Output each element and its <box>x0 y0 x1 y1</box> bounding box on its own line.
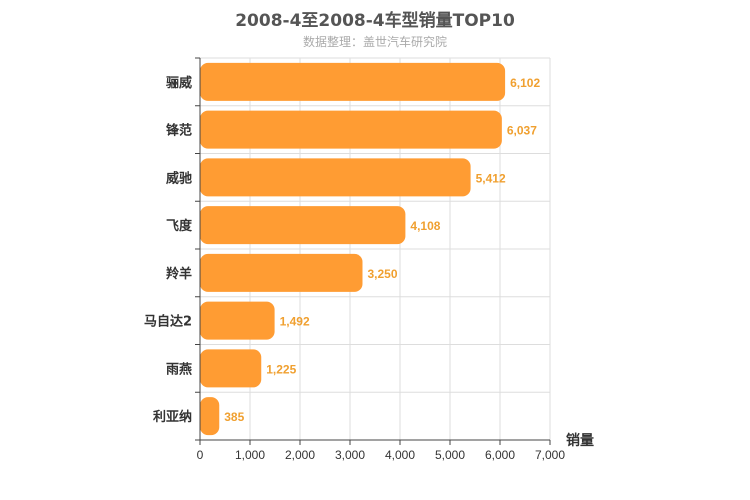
category-label: 飞度 <box>166 218 193 234</box>
bar <box>200 397 220 436</box>
x-tick-label: 0 <box>197 448 204 462</box>
category-label: 威驰 <box>166 170 192 186</box>
data-label: 5,412 <box>476 171 506 185</box>
x-tick-label: 1,000 <box>235 448 265 462</box>
x-tick-label: 3,000 <box>335 448 365 462</box>
data-label: 3,250 <box>368 267 398 281</box>
bar <box>200 62 506 101</box>
x-tick-label: 4,000 <box>385 448 415 462</box>
bar <box>200 110 502 149</box>
data-label: 6,037 <box>507 124 537 138</box>
data-label: 1,225 <box>266 362 296 376</box>
x-tick-label: 2,000 <box>285 448 315 462</box>
bar <box>200 206 406 245</box>
data-label: 1,492 <box>280 315 310 329</box>
category-label: 羚羊 <box>166 266 192 282</box>
data-label: 4,108 <box>410 219 440 233</box>
bars: 6,102 6,037 5,412 4,108 3,250 1,492 1,225 385 <box>200 62 540 436</box>
category-label: 锋范 <box>166 123 192 139</box>
category-label: 骊威 <box>166 75 192 91</box>
x-axis-title: 销量 <box>566 432 594 449</box>
category-label: 马自达2 <box>144 314 192 330</box>
category-label: 雨燕 <box>166 361 192 377</box>
x-tick-label: 6,000 <box>485 448 515 462</box>
bar <box>200 349 262 388</box>
bar <box>200 301 275 340</box>
category-label: 利亚纳 <box>153 409 192 425</box>
bar <box>200 253 363 292</box>
data-label: 6,102 <box>510 76 540 90</box>
data-label: 385 <box>224 410 244 424</box>
bar <box>200 158 471 197</box>
grid-lines <box>200 57 551 441</box>
x-tick-label: 5,000 <box>435 448 465 462</box>
x-tick-label: 7,000 <box>535 448 565 462</box>
chart-subtitle: 数据整理：盖世汽车研究院 <box>302 35 447 49</box>
chart-title: 2008-4至2008-4车型销量TOP10 <box>235 11 515 31</box>
